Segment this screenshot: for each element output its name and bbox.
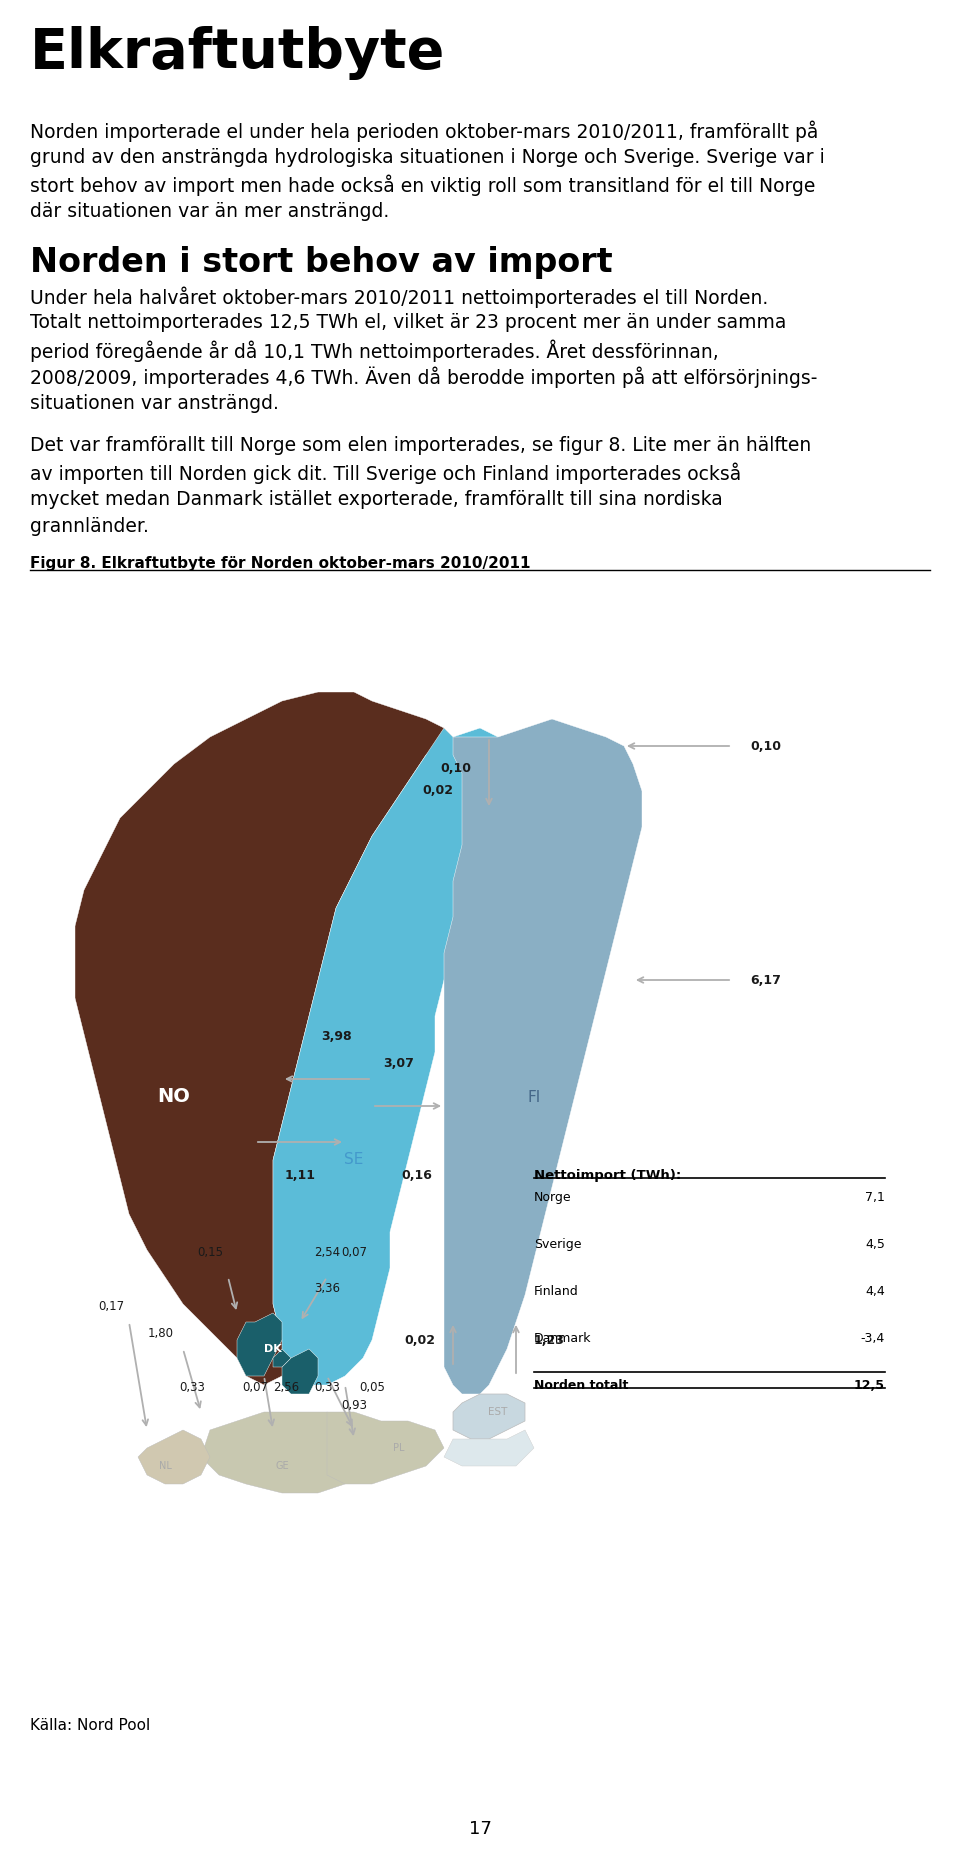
Text: 0,02: 0,02 <box>422 784 453 797</box>
Text: 0,33: 0,33 <box>314 1381 340 1394</box>
Text: 0,17: 0,17 <box>98 1301 124 1314</box>
Text: 7,1: 7,1 <box>865 1192 885 1204</box>
Polygon shape <box>201 1413 381 1493</box>
Text: EST: EST <box>489 1407 508 1416</box>
Text: grannländer.: grannländer. <box>30 517 149 536</box>
Text: 1,23: 1,23 <box>534 1334 564 1347</box>
Text: Källa: Nord Pool: Källa: Nord Pool <box>30 1719 151 1734</box>
Text: 2,56: 2,56 <box>273 1381 300 1394</box>
Text: 4,5: 4,5 <box>865 1239 885 1252</box>
Text: grund av den ansträngda hydrologiska situationen i Norge och Sverige. Sverige va: grund av den ansträngda hydrologiska sit… <box>30 147 825 166</box>
Text: FI: FI <box>527 1090 540 1105</box>
Text: av importen till Norden gick dit. Till Sverige och Finland importerades också: av importen till Norden gick dit. Till S… <box>30 463 741 485</box>
Text: NL: NL <box>158 1461 172 1470</box>
Text: 0,15: 0,15 <box>197 1246 223 1260</box>
Text: DK: DK <box>264 1344 282 1355</box>
Text: mycket medan Danmark istället exporterade, framförallt till sina nordiska: mycket medan Danmark istället exporterad… <box>30 491 723 509</box>
Polygon shape <box>237 1314 282 1375</box>
Text: 3,07: 3,07 <box>384 1056 415 1069</box>
Text: Elkraftutbyte: Elkraftutbyte <box>30 26 445 80</box>
Text: 2,54: 2,54 <box>314 1246 340 1260</box>
Text: Nettoimport (TWh):: Nettoimport (TWh): <box>534 1168 682 1181</box>
Text: där situationen var än mer ansträngd.: där situationen var än mer ansträngd. <box>30 202 389 220</box>
Text: 0,10: 0,10 <box>440 761 471 774</box>
Text: Norden importerade el under hela perioden oktober-mars 2010/2011, framförallt på: Norden importerade el under hela periode… <box>30 121 818 142</box>
Text: Norden totalt: Norden totalt <box>534 1379 629 1392</box>
Text: 0,07: 0,07 <box>242 1381 268 1394</box>
Text: 6,17: 6,17 <box>750 974 780 987</box>
Text: Under hela halvåret oktober-mars 2010/2011 nettoimporterades el till Norden.: Under hela halvåret oktober-mars 2010/20… <box>30 285 768 308</box>
Text: SE: SE <box>345 1153 364 1168</box>
Polygon shape <box>282 1349 318 1394</box>
Text: Figur 8. Elkraftutbyte för Norden oktober-mars 2010/2011: Figur 8. Elkraftutbyte för Norden oktobe… <box>30 556 531 571</box>
Text: stort behov av import men hade också en viktig roll som transitland för el till : stort behov av import men hade också en … <box>30 175 815 196</box>
Polygon shape <box>273 728 507 1385</box>
Text: Norge: Norge <box>534 1192 571 1204</box>
Text: 3,36: 3,36 <box>314 1282 340 1295</box>
Text: Norden i stort behov av import: Norden i stort behov av import <box>30 246 612 280</box>
Polygon shape <box>444 1429 534 1467</box>
Text: situationen var ansträngd.: situationen var ansträngd. <box>30 394 278 412</box>
Text: 0,02: 0,02 <box>404 1334 435 1347</box>
Text: 4,4: 4,4 <box>865 1286 885 1299</box>
Text: 0,05: 0,05 <box>359 1381 385 1394</box>
Polygon shape <box>327 1413 444 1483</box>
Text: Danmark: Danmark <box>534 1332 591 1345</box>
Text: 0,07: 0,07 <box>341 1246 367 1260</box>
Text: Finland: Finland <box>534 1286 579 1299</box>
Text: -3,4: -3,4 <box>861 1332 885 1345</box>
Polygon shape <box>444 718 642 1394</box>
Text: 0,16: 0,16 <box>401 1168 432 1181</box>
Text: Sverige: Sverige <box>534 1239 582 1252</box>
Text: 0,33: 0,33 <box>180 1381 204 1394</box>
Text: 12,5: 12,5 <box>854 1379 885 1392</box>
Text: 3,98: 3,98 <box>321 1030 351 1043</box>
Text: PL: PL <box>394 1442 405 1454</box>
Text: 0,10: 0,10 <box>750 739 781 752</box>
Text: Det var framförallt till Norge som elen importerades, se figur 8. Lite mer än hä: Det var framförallt till Norge som elen … <box>30 437 811 455</box>
Polygon shape <box>138 1429 210 1483</box>
Text: 0,93: 0,93 <box>341 1400 367 1413</box>
Polygon shape <box>75 692 453 1385</box>
Text: GE: GE <box>276 1461 289 1470</box>
Text: period föregående år då 10,1 TWh nettoimporterades. Året dessförinnan,: period föregående år då 10,1 TWh nettoim… <box>30 340 719 362</box>
Text: 17: 17 <box>468 1819 492 1838</box>
Text: 1,11: 1,11 <box>284 1168 316 1181</box>
Text: 2008/2009, importerades 4,6 TWh. Även då berodde importen på att elförsörjnings-: 2008/2009, importerades 4,6 TWh. Även då… <box>30 368 817 388</box>
Polygon shape <box>453 1394 525 1439</box>
Text: NO: NO <box>157 1088 190 1107</box>
Text: Totalt nettoimporterades 12,5 TWh el, vilket är 23 procent mer än under samma: Totalt nettoimporterades 12,5 TWh el, vi… <box>30 313 786 332</box>
Polygon shape <box>273 1349 291 1368</box>
Text: 1,80: 1,80 <box>148 1327 174 1340</box>
